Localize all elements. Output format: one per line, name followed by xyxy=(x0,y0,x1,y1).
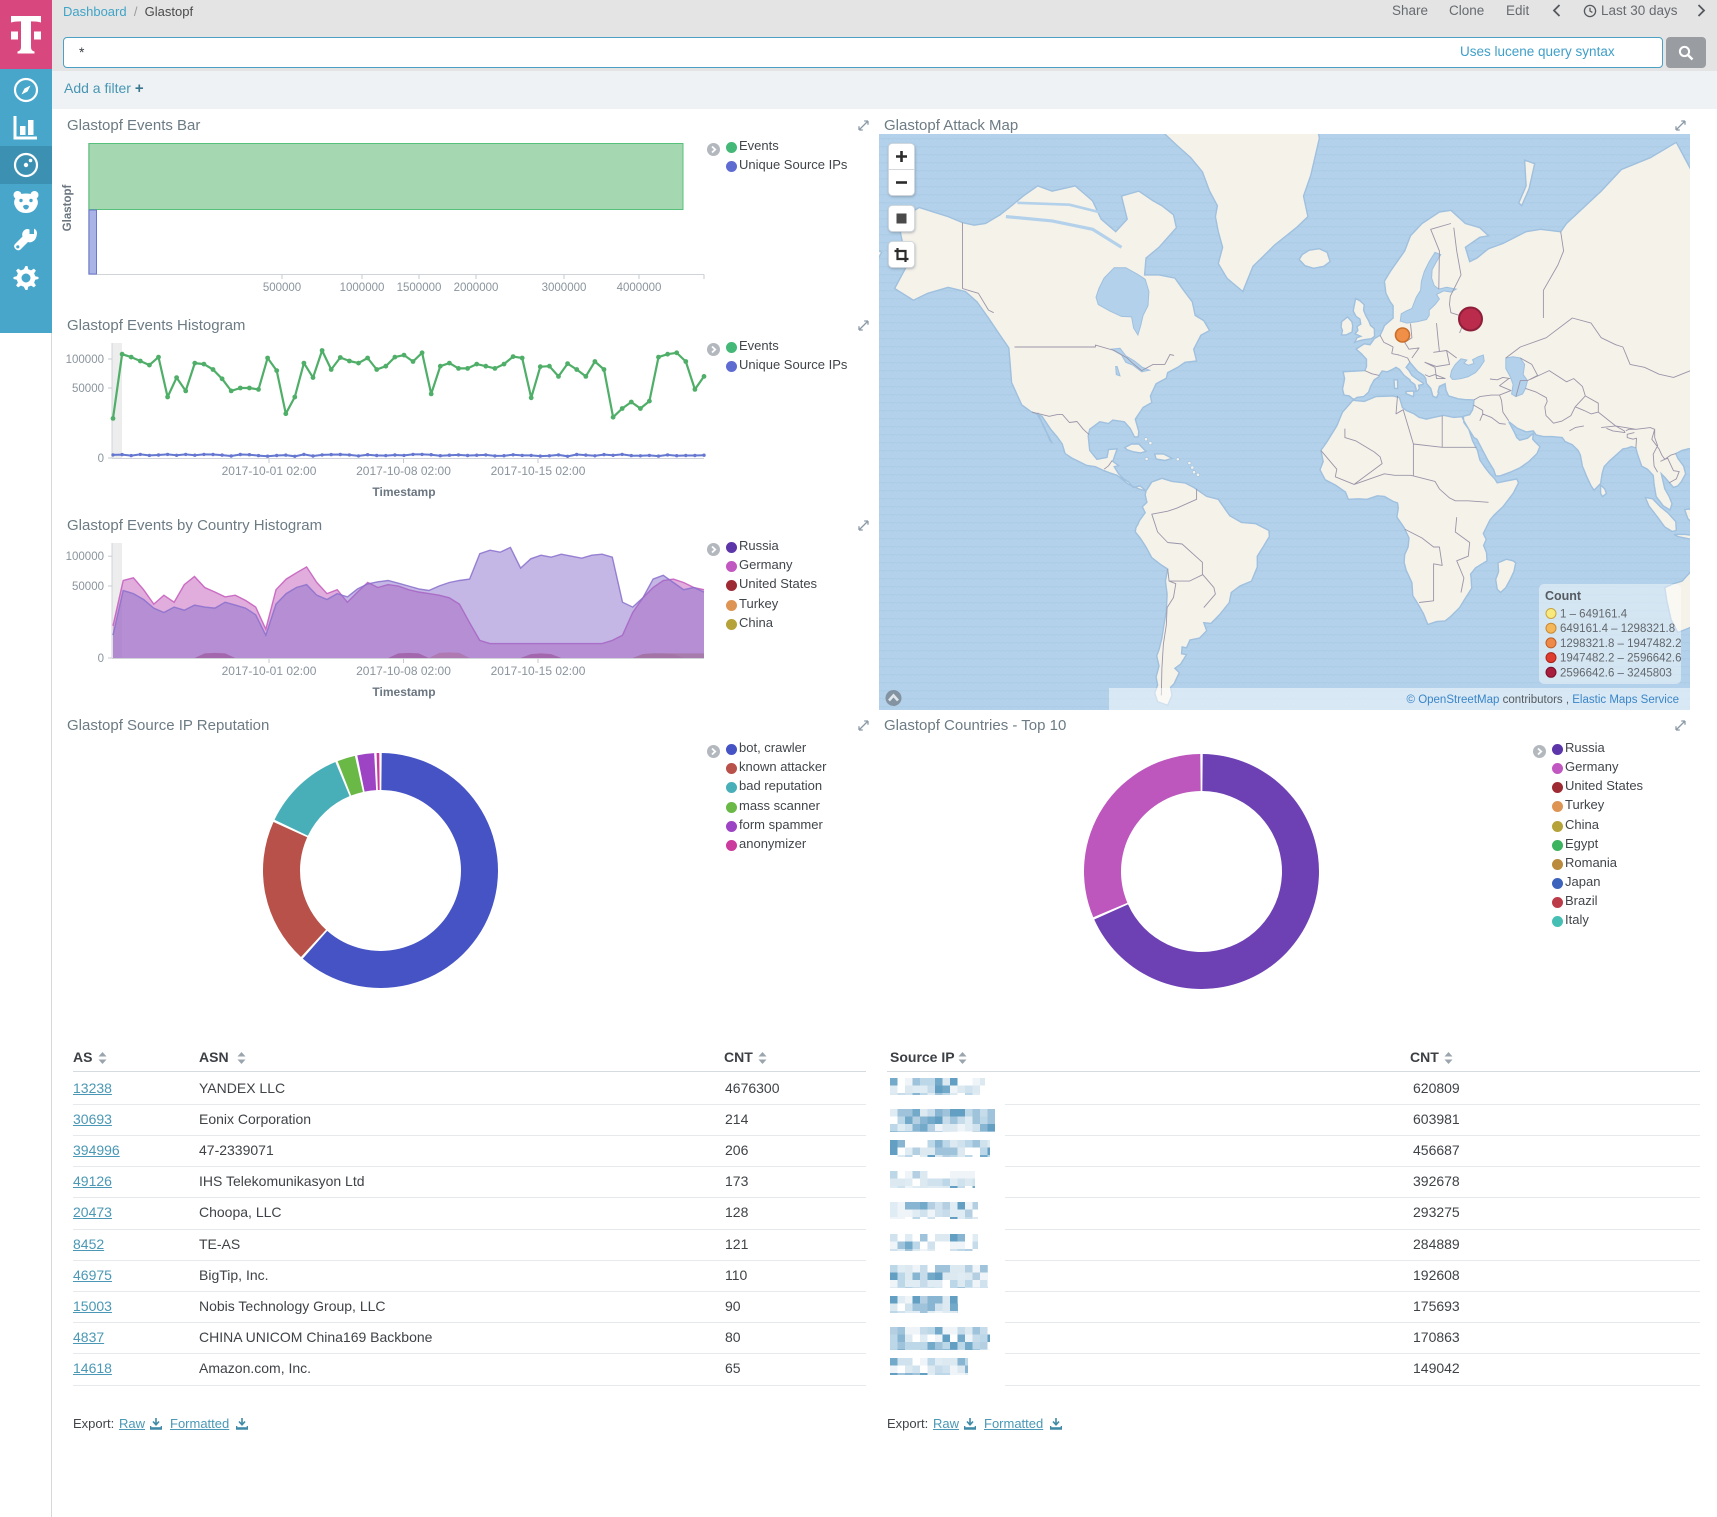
svg-text:2017-10-15 02:00: 2017-10-15 02:00 xyxy=(491,664,586,678)
svg-text:Timestamp: Timestamp xyxy=(372,685,435,699)
svg-text:0: 0 xyxy=(98,653,104,665)
svg-text:Timestamp: Timestamp xyxy=(372,485,435,499)
svg-text:2017-10-08 02:00: 2017-10-08 02:00 xyxy=(356,464,451,478)
svg-text:2017-10-08 02:00: 2017-10-08 02:00 xyxy=(356,664,451,678)
svg-text:2017-10-01 02:00: 2017-10-01 02:00 xyxy=(222,664,317,678)
svg-text:50000: 50000 xyxy=(72,581,104,593)
svg-text:1500000: 1500000 xyxy=(397,282,442,294)
svg-text:500000: 500000 xyxy=(263,282,301,294)
svg-text:Count: Count xyxy=(1545,589,1582,603)
svg-text:50000: 50000 xyxy=(72,383,104,395)
svg-text:Glastopf: Glastopf xyxy=(62,185,74,232)
svg-text:© OpenStreetMap contributors ,: © OpenStreetMap contributors , Elastic M… xyxy=(1407,694,1679,706)
svg-text:1000000: 1000000 xyxy=(340,282,385,294)
svg-text:649161.4 – 1298321.8: 649161.4 – 1298321.8 xyxy=(1560,623,1675,635)
svg-text:100000: 100000 xyxy=(66,354,104,366)
svg-text:2000000: 2000000 xyxy=(454,282,499,294)
svg-text:2017-10-15 02:00: 2017-10-15 02:00 xyxy=(491,464,586,478)
svg-text:1298321.8 – 1947482.2: 1298321.8 – 1947482.2 xyxy=(1560,638,1682,650)
svg-text:1947482.2 – 2596642.6: 1947482.2 – 2596642.6 xyxy=(1560,653,1682,665)
svg-text:4000000: 4000000 xyxy=(617,282,662,294)
svg-text:2596642.6 – 3245803: 2596642.6 – 3245803 xyxy=(1560,667,1672,679)
svg-text:1 – 649161.4: 1 – 649161.4 xyxy=(1560,609,1628,621)
svg-text:2017-10-01 02:00: 2017-10-01 02:00 xyxy=(222,464,317,478)
svg-text:0: 0 xyxy=(98,453,104,465)
svg-text:3000000: 3000000 xyxy=(542,282,587,294)
svg-text:100000: 100000 xyxy=(66,551,104,563)
